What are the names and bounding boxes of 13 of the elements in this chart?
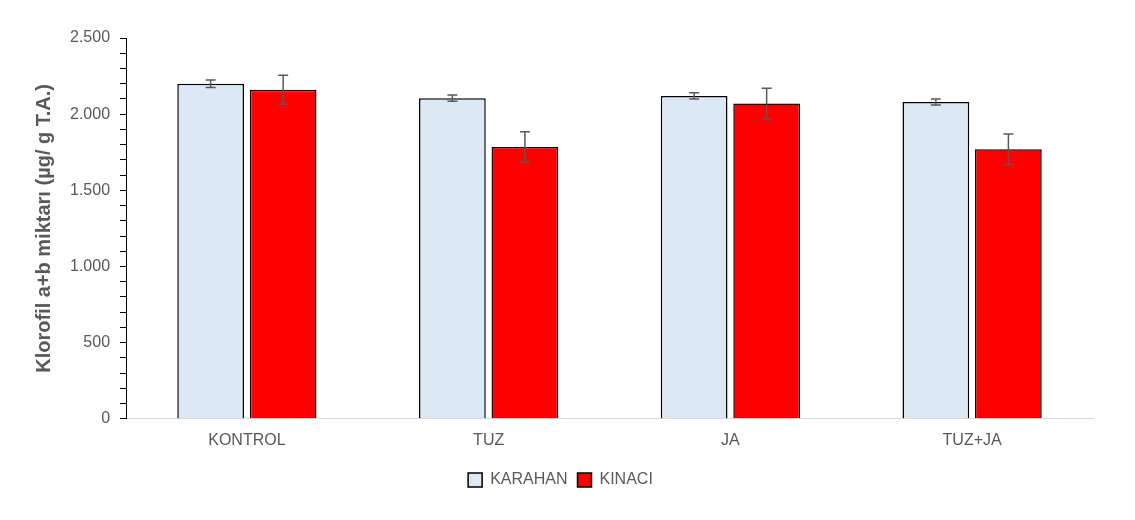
x-tick-label: TUZ xyxy=(473,430,505,448)
y-tick-label: 1.000 xyxy=(69,256,111,274)
legend-label: KARAHAN xyxy=(490,470,568,488)
y-tick-label: 500 xyxy=(83,333,111,351)
y-tick-label: 0 xyxy=(101,409,111,427)
y-tick-label: 1.500 xyxy=(69,180,111,198)
y-axis-title: Klorofil a+b miktarı (µg/ g T.A.) xyxy=(31,84,54,373)
x-tick-label: KONTROL xyxy=(208,430,286,448)
x-tick-label: TUZ+JA xyxy=(942,430,1003,448)
x-tick-label: JA xyxy=(721,430,741,448)
y-tick-label: 2.000 xyxy=(69,104,111,122)
y-tick-label: 2.500 xyxy=(69,28,111,46)
legend-label: KINACI xyxy=(599,470,653,488)
